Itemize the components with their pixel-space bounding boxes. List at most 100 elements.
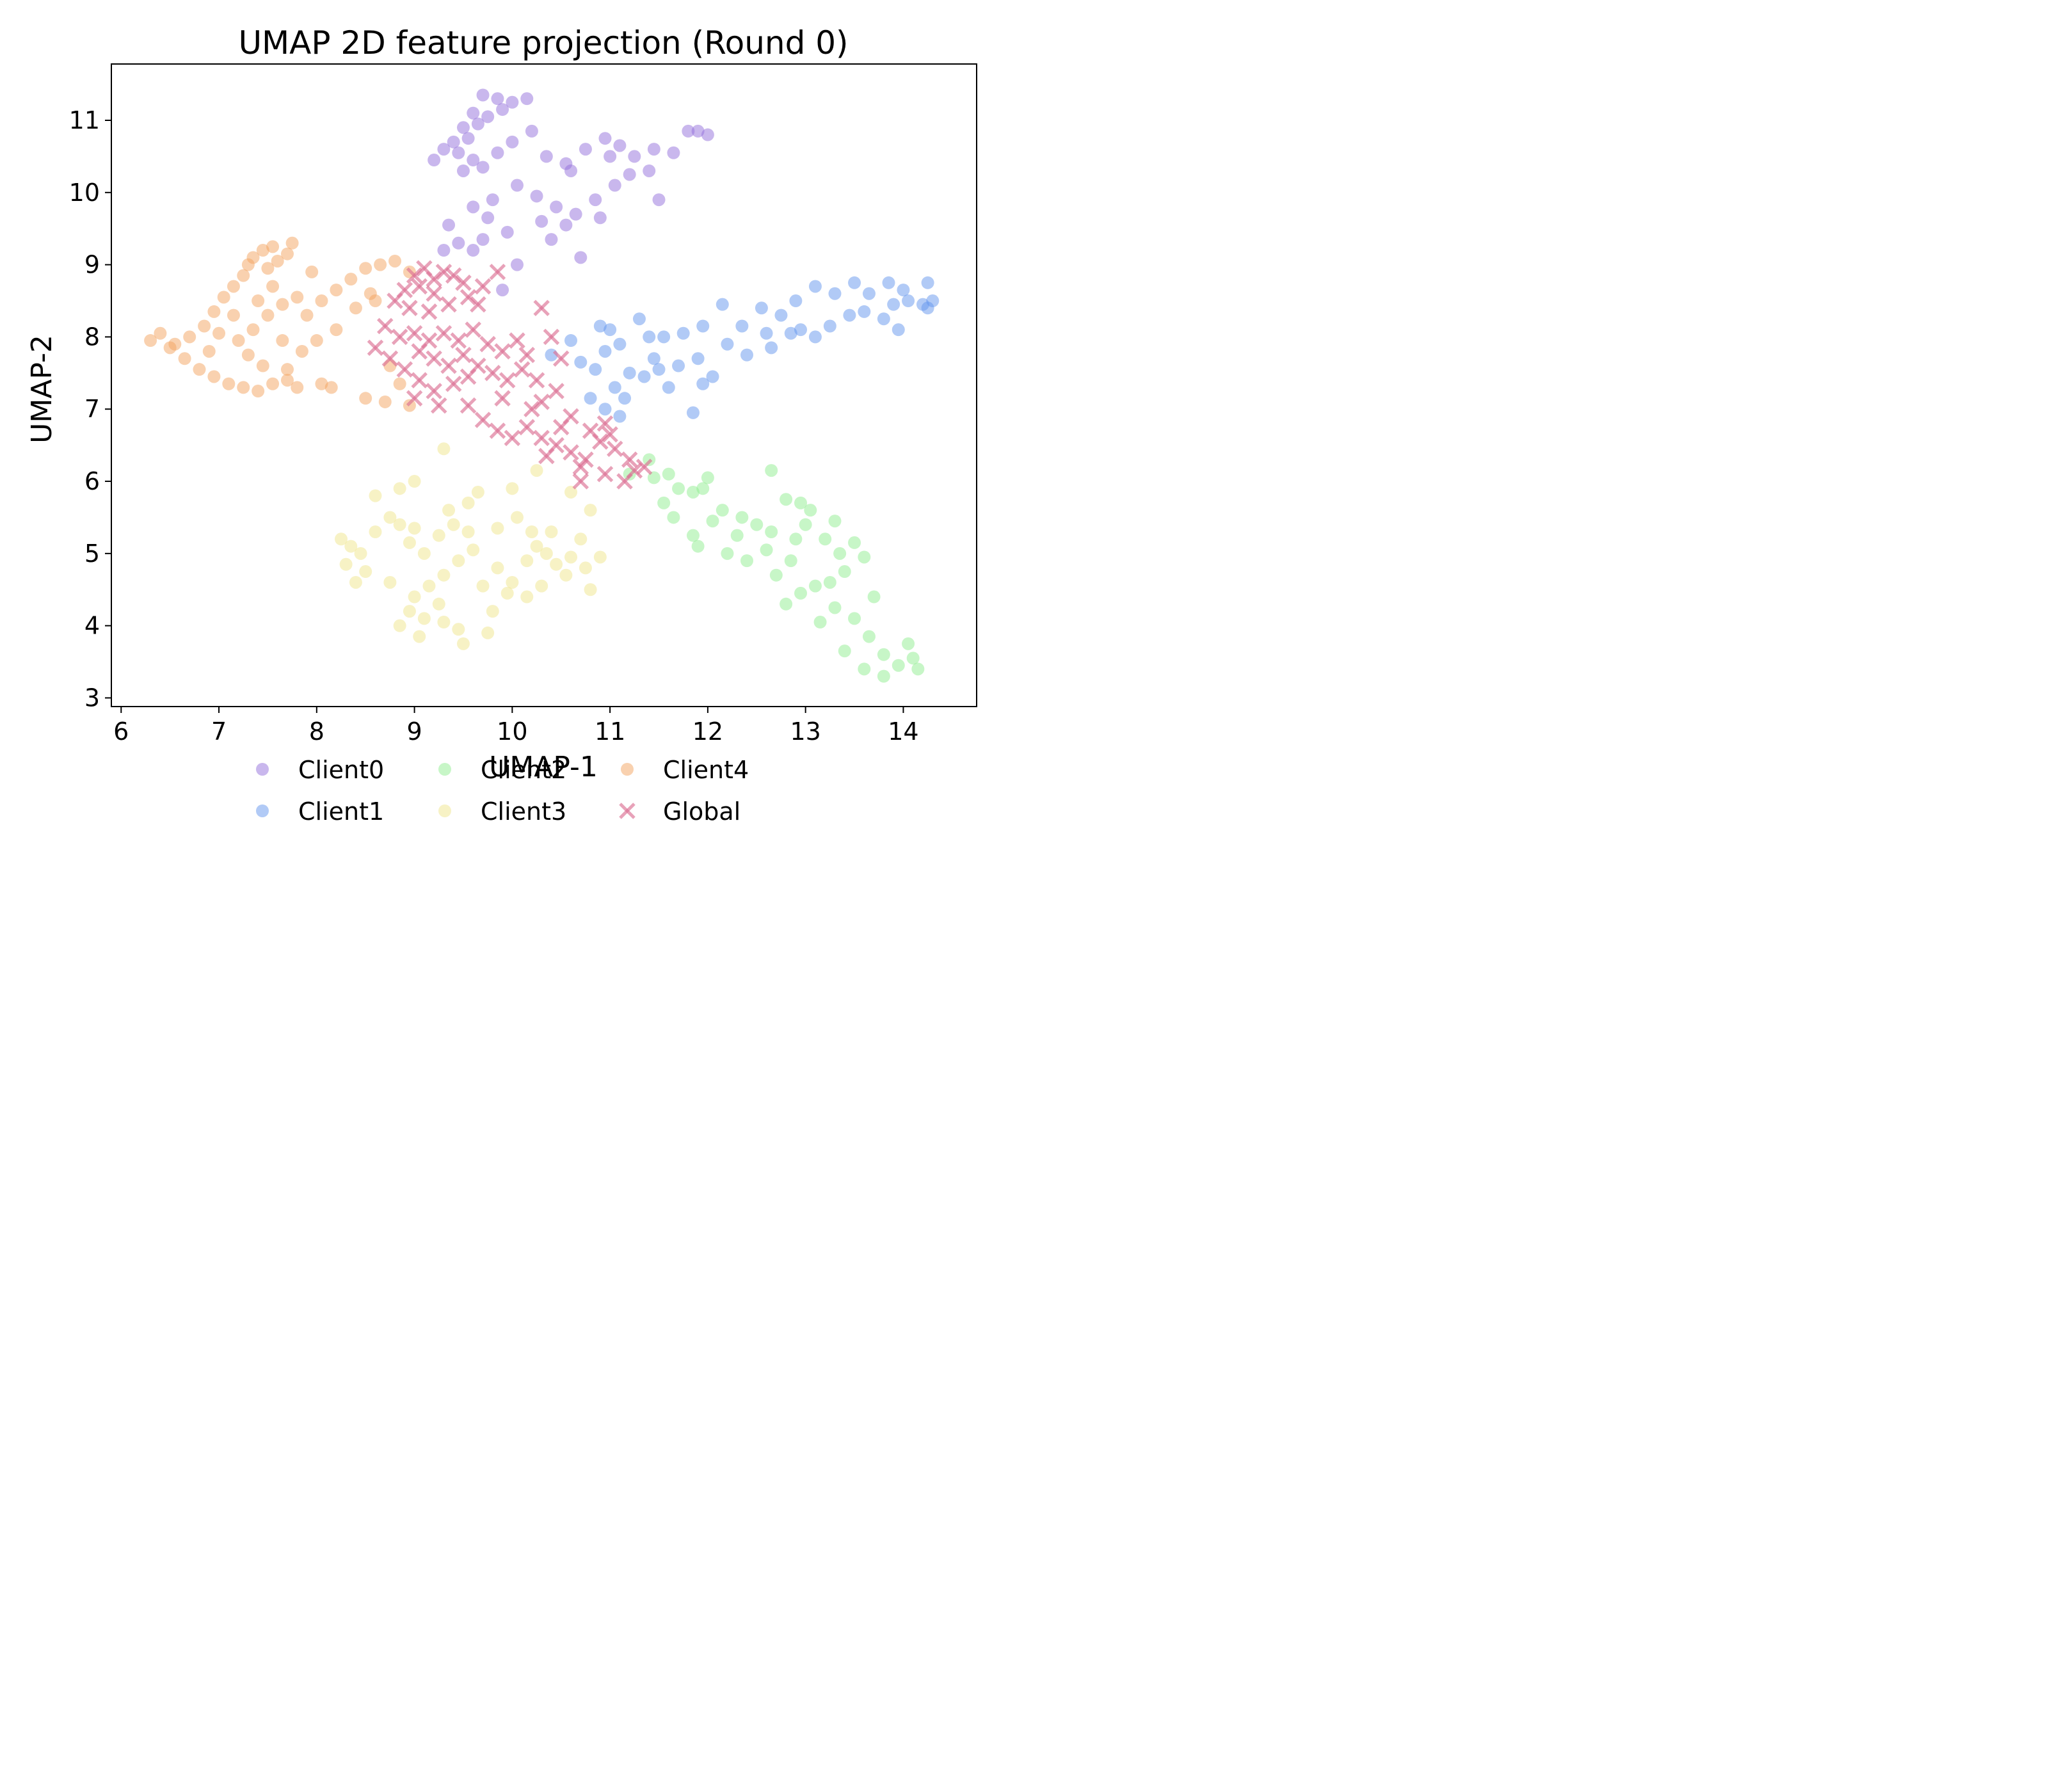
legend-item-client1: Client1 bbox=[256, 797, 384, 826]
client2-point bbox=[823, 575, 836, 589]
client3-point bbox=[417, 612, 431, 625]
client4-point bbox=[193, 363, 206, 376]
client4-point bbox=[280, 247, 294, 260]
client3-point bbox=[422, 579, 436, 593]
client3-point bbox=[540, 547, 553, 560]
global-point bbox=[518, 419, 536, 436]
global-point bbox=[455, 275, 472, 291]
client4-point bbox=[212, 326, 226, 340]
client2-point bbox=[780, 493, 793, 506]
client1-point bbox=[789, 294, 803, 308]
client1-point bbox=[882, 276, 895, 289]
client4-point bbox=[237, 381, 250, 394]
global-point bbox=[455, 346, 472, 364]
client1-point bbox=[862, 287, 876, 300]
client2-point bbox=[672, 482, 685, 495]
client4-point bbox=[266, 280, 280, 293]
client3-point bbox=[500, 586, 514, 600]
client2-point bbox=[784, 554, 797, 568]
client1-point bbox=[892, 323, 905, 337]
client4-point bbox=[198, 319, 211, 333]
client3-point bbox=[456, 637, 470, 650]
global-point bbox=[367, 339, 384, 356]
client3-point bbox=[530, 540, 543, 553]
legend-marker bbox=[438, 763, 451, 776]
client0-point bbox=[510, 258, 524, 271]
client4-point bbox=[295, 344, 308, 358]
client1-point bbox=[721, 337, 734, 351]
client3-point bbox=[403, 605, 416, 618]
client3-point bbox=[584, 583, 597, 596]
global-point bbox=[391, 328, 408, 346]
client3-point bbox=[339, 557, 353, 571]
client3-point bbox=[359, 565, 372, 579]
client3-point bbox=[584, 504, 597, 517]
global-point bbox=[528, 372, 545, 388]
client0-point bbox=[613, 139, 627, 152]
client1-point bbox=[823, 319, 836, 333]
global-point bbox=[426, 383, 442, 399]
client4-point bbox=[305, 265, 319, 278]
client2-point bbox=[721, 547, 734, 560]
y-tick-label: 10 bbox=[69, 179, 100, 207]
client2-point bbox=[643, 453, 656, 467]
global-point bbox=[420, 303, 438, 320]
client2-point bbox=[858, 662, 871, 676]
client2-point bbox=[858, 550, 871, 564]
client4-point bbox=[271, 254, 284, 268]
client0-point bbox=[467, 154, 480, 167]
client3-point bbox=[476, 579, 490, 593]
client3-point bbox=[442, 504, 456, 517]
global-point bbox=[406, 325, 423, 342]
client1-point bbox=[716, 298, 729, 311]
client3-point bbox=[437, 616, 451, 629]
legend-item-client3: Client3 bbox=[438, 797, 566, 826]
client0-point bbox=[623, 168, 636, 181]
client0-point bbox=[667, 146, 680, 159]
client0-point bbox=[506, 135, 519, 148]
legend-label: Client3 bbox=[481, 797, 566, 826]
global-point bbox=[445, 375, 462, 392]
client0-point bbox=[476, 88, 490, 102]
client2-point bbox=[877, 669, 890, 683]
client4-point bbox=[183, 330, 196, 344]
client0-point bbox=[456, 121, 470, 134]
client0-point bbox=[691, 124, 705, 138]
series-client0 bbox=[428, 88, 714, 297]
client3-point bbox=[447, 518, 460, 531]
client3-point bbox=[535, 579, 548, 593]
client0-point bbox=[491, 92, 504, 106]
client1-point bbox=[618, 392, 632, 405]
global-point bbox=[494, 390, 511, 407]
client0-point bbox=[447, 135, 460, 148]
client0-point bbox=[682, 124, 695, 138]
legend-marker bbox=[621, 763, 634, 776]
client3-point bbox=[506, 575, 519, 589]
client0-point bbox=[467, 200, 480, 214]
global-point bbox=[435, 264, 452, 280]
client2-point bbox=[716, 504, 729, 517]
client1-point bbox=[598, 344, 612, 358]
client2-point bbox=[662, 467, 675, 481]
global-point bbox=[636, 458, 653, 476]
x-tick-label: 6 bbox=[113, 717, 129, 746]
client4-point bbox=[252, 385, 265, 398]
legend-item-client2: Client2 bbox=[438, 756, 566, 784]
client4-point bbox=[227, 280, 240, 293]
y-axis-ticks: 3 4 5 6 7 8 9 10 11 bbox=[69, 106, 111, 712]
client3-point bbox=[593, 550, 607, 564]
global-point bbox=[489, 422, 506, 439]
client4-point bbox=[163, 341, 177, 355]
client3-point bbox=[369, 489, 382, 502]
y-tick-label: 8 bbox=[84, 323, 100, 351]
client1-point bbox=[613, 410, 627, 423]
client1-point bbox=[643, 330, 656, 344]
client4-point bbox=[241, 258, 255, 271]
global-point bbox=[426, 285, 442, 302]
client0-point bbox=[452, 236, 465, 250]
client0-point bbox=[579, 143, 592, 156]
client1-point bbox=[589, 363, 602, 376]
x-axis-label: UMAP-1 bbox=[489, 751, 598, 783]
global-point bbox=[474, 278, 492, 295]
client2-point bbox=[750, 518, 764, 531]
